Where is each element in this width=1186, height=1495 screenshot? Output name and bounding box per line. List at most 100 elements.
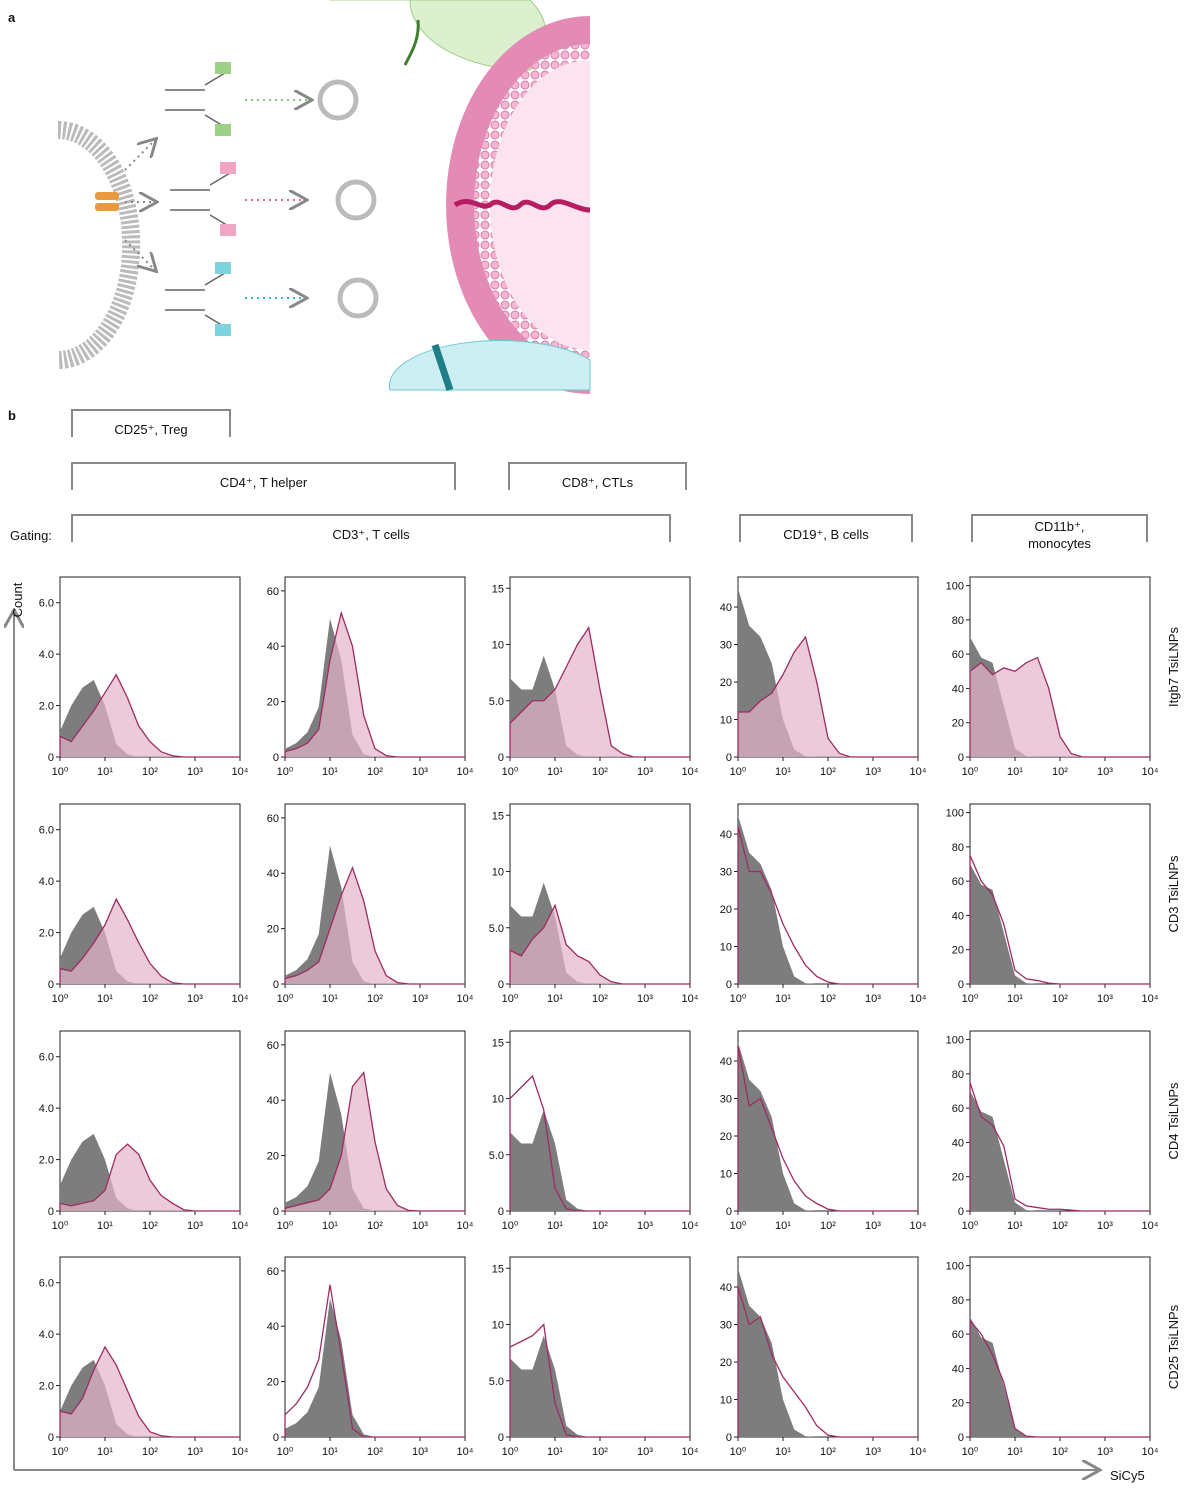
x-tick-label: 10³ [637, 1220, 653, 1232]
x-tick-label: 10¹ [322, 1220, 338, 1232]
y-tick-label: 40 [267, 641, 279, 653]
gate-label: monocytes [1028, 536, 1091, 551]
y-tick-label: 0 [958, 1206, 964, 1218]
x-tick-label: 10¹ [97, 766, 113, 778]
x-tick-label: 10² [820, 1446, 836, 1458]
x-tick-label: 10⁰ [52, 993, 69, 1005]
y-tick-label: 15 [492, 1263, 504, 1275]
x-tick-label: 10⁴ [910, 1220, 927, 1232]
x-tick-label: 10¹ [97, 1446, 113, 1458]
y-tick-label: 100 [946, 581, 964, 593]
x-tick-label: 10⁴ [1142, 766, 1159, 778]
y-tick-label: 5.0 [489, 696, 504, 708]
y-tick-label: 0 [498, 1206, 504, 1218]
y-tick-label: 60 [267, 1266, 279, 1278]
y-tick-label: 20 [952, 945, 964, 957]
y-tick-label: 0 [726, 1432, 732, 1444]
x-tick-label: 10⁰ [730, 1446, 747, 1458]
y-tick-label: 100 [946, 808, 964, 820]
gate-label: CD4⁺, T helper [220, 475, 308, 490]
x-tick-label: 10¹ [547, 993, 563, 1005]
y-tick-label: 40 [720, 602, 732, 614]
x-tick-label: 10² [142, 1220, 158, 1232]
y-tick-label: 40 [267, 868, 279, 880]
x-tick-label: 10¹ [547, 1446, 563, 1458]
y-tick-label: 0 [48, 1432, 54, 1444]
x-tick-label: 10¹ [775, 993, 791, 1005]
gate-label: CD3⁺, T cells [332, 527, 410, 542]
y-tick-label: 6.0 [39, 825, 54, 837]
histogram-panel: bGating:CD25⁺, TregCD4⁺, T helperCD8⁺, C… [8, 408, 1181, 1483]
x-tick-label: 10³ [187, 1220, 203, 1232]
y-tick-label: 20 [267, 697, 279, 709]
x-tick-label: 10⁴ [1142, 1446, 1159, 1458]
treated-histogram [970, 658, 1150, 757]
x-tick-label: 10² [820, 993, 836, 1005]
y-tick-label: 0 [498, 979, 504, 991]
y-tick-label: 60 [952, 876, 964, 888]
control-histogram [738, 815, 918, 984]
y-tick-label: 20 [720, 904, 732, 916]
y-tick-label: 0 [958, 979, 964, 991]
x-tick-label: 10² [367, 993, 383, 1005]
y-tick-label: 40 [952, 910, 964, 922]
y-tick-label: 60 [952, 649, 964, 661]
gate-label: CD8⁺, CTLs [562, 475, 634, 490]
y-tick-label: 80 [952, 842, 964, 854]
x-tick-label: 10² [142, 766, 158, 778]
x-tick-label: 10³ [412, 1220, 428, 1232]
y-tick-label: 60 [952, 1329, 964, 1341]
x-tick-label: 10³ [865, 1446, 881, 1458]
y-tick-label: 80 [952, 1069, 964, 1081]
x-tick-label: 10¹ [775, 1446, 791, 1458]
x-tick-label: 10⁴ [232, 1220, 249, 1232]
y-tick-label: 4.0 [39, 1103, 54, 1115]
y-tick-label: 30 [720, 640, 732, 652]
x-tick-label: 10⁴ [232, 993, 249, 1005]
y-tick-label: 20 [952, 718, 964, 730]
y-tick-label: 60 [267, 586, 279, 598]
x-tick-label: 10³ [1097, 1220, 1113, 1232]
y-tick-label: 60 [267, 813, 279, 825]
x-tick-label: 10¹ [322, 993, 338, 1005]
y-tick-label: 40 [267, 1321, 279, 1333]
y-tick-label: 20 [952, 1398, 964, 1410]
control-histogram [970, 864, 1150, 984]
gate-label: CD11b⁺, [1035, 519, 1085, 534]
x-tick-label: 10⁴ [232, 766, 249, 778]
x-tick-label: 10⁴ [457, 1220, 474, 1232]
y-tick-label: 10 [492, 1094, 504, 1106]
x-tick-label: 10¹ [97, 993, 113, 1005]
y-tick-label: 80 [952, 615, 964, 627]
x-tick-label: 10¹ [547, 766, 563, 778]
x-tick-label: 10⁰ [52, 766, 69, 778]
y-tick-label: 60 [267, 1040, 279, 1052]
row-label: CD3 TsiLNPs [1166, 855, 1181, 933]
x-tick-label: 10² [1052, 993, 1068, 1005]
control-histogram [738, 1268, 918, 1437]
y-tick-label: 40 [267, 1095, 279, 1107]
x-tick-label: 10¹ [547, 1220, 563, 1232]
y-tick-label: 20 [267, 924, 279, 936]
x-tick-label: 10³ [187, 1446, 203, 1458]
x-tick-label: 10⁴ [457, 993, 474, 1005]
x-tick-label: 10⁴ [1142, 1220, 1159, 1232]
y-tick-label: 0 [726, 1206, 732, 1218]
x-tick-label: 10⁰ [277, 1446, 294, 1458]
x-tick-label: 10² [1052, 1446, 1068, 1458]
x-tick-label: 10⁰ [730, 766, 747, 778]
x-tick-label: 10² [820, 1220, 836, 1232]
x-tick-label: 10² [592, 766, 608, 778]
x-tick-label: 10⁴ [910, 766, 927, 778]
x-tick-label: 10⁰ [502, 766, 519, 778]
y-tick-label: 20 [267, 1377, 279, 1389]
control-histogram [738, 1042, 918, 1211]
x-tick-label: 10³ [637, 993, 653, 1005]
x-tick-label: 10⁰ [277, 766, 294, 778]
y-tick-label: 10 [720, 715, 732, 727]
x-tick-label: 10⁴ [682, 1446, 699, 1458]
x-tick-label: 10² [367, 1446, 383, 1458]
y-tick-label: 15 [492, 810, 504, 822]
row-label: CD4 TsiLNPs [1166, 1082, 1181, 1160]
x-tick-label: 10¹ [1007, 993, 1023, 1005]
